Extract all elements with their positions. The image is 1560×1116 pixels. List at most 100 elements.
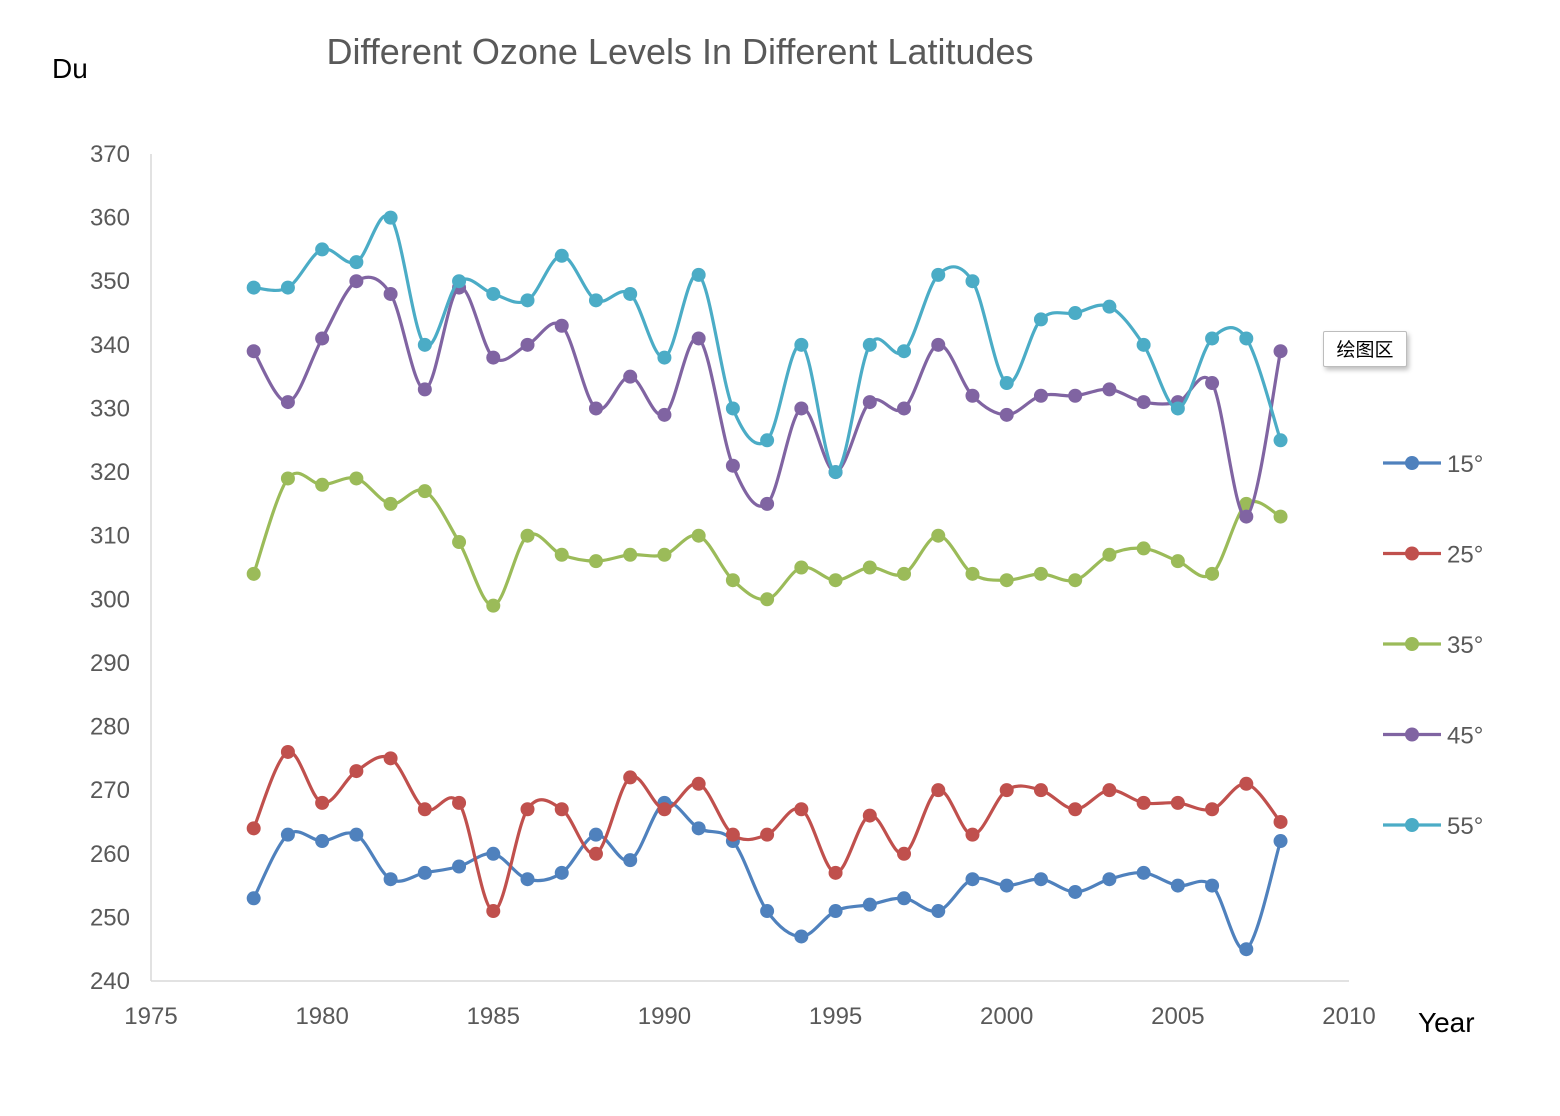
data-point [1136,395,1151,410]
legend-label: 25° [1447,542,1483,569]
data-point [1102,783,1117,798]
series-4 [246,210,1288,480]
data-point [1068,388,1083,403]
y-tick-labels: 240 250 260 270 280 290 300 310 320 330 340 350 360 3… [90,141,130,995]
y-tick-label: 270 [90,777,130,804]
series-line [252,471,1282,608]
x-tick-label: 1985 [467,1003,520,1030]
data-point [1102,299,1117,314]
legend: 15° 25° 35° 45° 55° [1383,451,1483,840]
x-axis-label: Year [1418,1007,1475,1038]
data-point [280,280,295,295]
data-point [1205,566,1220,581]
data-point [486,904,501,919]
data-point [417,484,432,499]
data-point [1102,547,1117,562]
data-point [897,566,912,581]
data-point [691,267,706,282]
data-point [1239,776,1254,791]
data-point [828,865,843,880]
data-point [897,846,912,861]
y-tick-label: 250 [90,904,130,931]
data-point [486,598,501,613]
data-point [1102,872,1117,887]
data-point [315,242,330,257]
y-tick-label: 240 [90,968,130,995]
plot-area-tooltip: 绘图区 [1323,331,1407,367]
data-point [588,827,603,842]
data-point [794,802,809,817]
data-point [349,255,364,270]
data-point [246,280,261,295]
data-point [623,547,638,562]
x-tick-labels: 1975 1980 1985 1990 1995 2000 2005 2010 [124,1003,1375,1030]
data-point [452,859,467,874]
data-point [554,318,569,333]
data-point [588,554,603,569]
data-point [1239,509,1254,524]
data-point [794,560,809,575]
data-point [315,834,330,849]
series-line [252,800,1283,952]
data-point [1136,541,1151,556]
data-point [1273,433,1288,448]
data-point [725,827,740,842]
data-point [588,401,603,416]
data-point [1170,401,1185,416]
series-layer [246,210,1288,957]
data-point [383,210,398,225]
y-tick-label: 310 [90,523,130,550]
data-point [725,573,740,588]
data-point [965,872,980,887]
data-point [657,802,672,817]
data-point [965,388,980,403]
data-point [862,808,877,823]
series-2 [246,471,1288,613]
x-tick-label: 2010 [1322,1003,1375,1030]
y-tick-label: 300 [90,586,130,613]
data-point [760,433,775,448]
series-line [252,275,1283,519]
data-point [383,751,398,766]
data-point [1136,337,1151,352]
data-point [691,528,706,543]
data-point [1102,382,1117,397]
y-tick-label: 280 [90,714,130,741]
legend-label: 35° [1447,632,1483,659]
data-point [588,846,603,861]
data-point [760,496,775,511]
data-point [999,573,1014,588]
data-point [588,293,603,308]
data-point [417,865,432,880]
y-tick-label: 340 [90,332,130,359]
data-point [1273,344,1288,359]
data-point [862,395,877,410]
data-point [1033,783,1048,798]
data-point [657,547,672,562]
data-point [520,293,535,308]
data-point [1033,566,1048,581]
data-point [691,821,706,836]
data-point [520,872,535,887]
data-point [1273,509,1288,524]
data-point [280,471,295,486]
data-point [1205,376,1220,391]
data-point [931,337,946,352]
data-point [794,401,809,416]
data-point [417,337,432,352]
data-point [623,770,638,785]
data-point [246,821,261,836]
data-point [828,573,843,588]
data-point [280,827,295,842]
data-point [1239,331,1254,346]
data-point [623,369,638,384]
data-point [828,904,843,919]
data-point [862,560,877,575]
legend-item: 15° [1383,451,1483,478]
data-point [246,891,261,906]
data-point [486,286,501,301]
data-point [1273,834,1288,849]
data-point [349,827,364,842]
data-point [931,783,946,798]
